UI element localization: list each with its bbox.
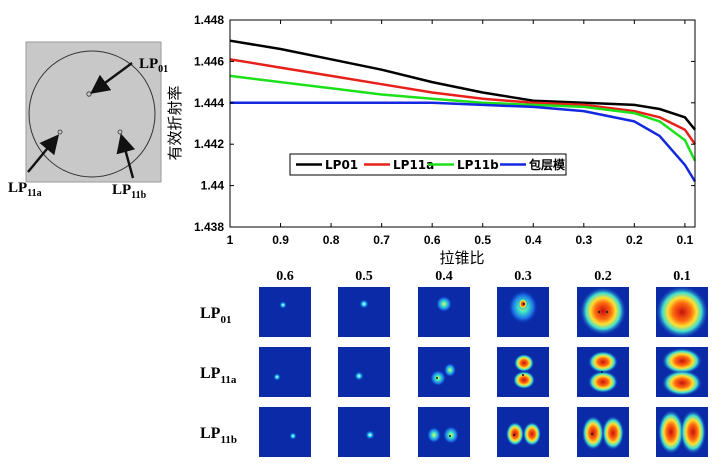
x-tick-label: 0.8	[323, 233, 340, 247]
grid-column-label: 0.5	[355, 269, 373, 284]
series-line-LP11a	[229, 58, 697, 145]
x-tick-label: 0.3	[575, 233, 592, 247]
x-tick-label: 0.1	[677, 233, 694, 247]
x-tick-label: 0.9	[272, 233, 289, 247]
mode-field-image	[497, 287, 549, 337]
legend-label: LP11a	[393, 158, 434, 172]
x-tick-label: 1	[227, 233, 234, 247]
line-chart: 1 0.9 0.8 0.7 0.6 0.5 0.4 0.3 0.2 0.1 1.438 1.44 1.4…	[166, 13, 697, 267]
y-tick-label: 1.44	[201, 179, 225, 193]
plot-frame	[229, 19, 696, 228]
mode-field-image	[338, 287, 390, 337]
y-tick-label: 1.446	[194, 54, 224, 68]
mode-field-image	[418, 287, 470, 337]
mode-field-image	[259, 347, 311, 397]
y-tick-label: 1.442	[194, 137, 224, 151]
core-lp11a	[57, 129, 63, 135]
x-tick-label: 0.6	[424, 233, 441, 247]
mode-field-image	[259, 287, 311, 337]
mode-field-image	[577, 407, 629, 457]
series-line-包层模	[230, 101, 697, 183]
grid-column-label: 0.4	[435, 269, 453, 284]
x-tick-label: 0.5	[474, 233, 491, 247]
core-lp01	[86, 91, 92, 97]
mode-field-image	[338, 347, 390, 397]
mode-field-image	[656, 347, 708, 397]
mode-field-image	[656, 286, 708, 338]
legend-label: 包层模	[528, 157, 566, 172]
series-line-LP11b	[229, 74, 697, 162]
y-tick-label: 1.448	[194, 13, 224, 27]
label-lp11a: LP11a	[8, 180, 42, 199]
mode-field-image	[577, 287, 629, 337]
legend-label: LP11b	[457, 158, 499, 172]
mode-field-image	[259, 407, 311, 457]
fiber-schematic: LP01 LP11a LP11b	[8, 41, 168, 201]
mode-field-image	[497, 407, 549, 457]
grid-row-label: LP11a	[200, 365, 237, 386]
label-lp01: LP01	[139, 56, 168, 75]
grid-row-label: LP11b	[200, 425, 237, 446]
arrow-lp01	[90, 62, 133, 94]
mode-field-image	[656, 407, 708, 457]
grid-column-label: 0.3	[514, 269, 532, 284]
cladding-circle	[28, 50, 156, 178]
y-tick-label: 1.444	[194, 96, 224, 110]
y-tick-label: 1.438	[194, 220, 224, 234]
grid-column-label: 0.6	[276, 269, 294, 284]
mode-field-image	[497, 347, 549, 397]
label-lp11b: LP11b	[112, 182, 147, 201]
legend: LP01 LP11a LP11b 包层模	[289, 153, 567, 176]
legend-label: LP01	[325, 158, 358, 172]
grid-column-label: 0.2	[594, 269, 612, 284]
x-tick-label: 0.7	[373, 233, 390, 247]
grid-row-label: LP01	[200, 305, 231, 326]
x-tick-label: 0.2	[626, 233, 643, 247]
mode-field-image	[418, 347, 470, 397]
schematic-background	[25, 41, 162, 183]
grid-column-label: 0.1	[673, 269, 691, 284]
series-line-LP01	[229, 39, 696, 131]
x-tick-label: 0.4	[525, 233, 542, 247]
arrow-lp11a	[27, 134, 60, 173]
arrow-lp11b	[116, 133, 136, 179]
y-axis-label: 有效折射率	[166, 85, 184, 160]
mode-field-image	[338, 407, 390, 457]
mode-field-image	[418, 407, 470, 457]
mode-field-image	[577, 347, 629, 397]
x-axis-label: 拉锥比	[439, 249, 484, 267]
